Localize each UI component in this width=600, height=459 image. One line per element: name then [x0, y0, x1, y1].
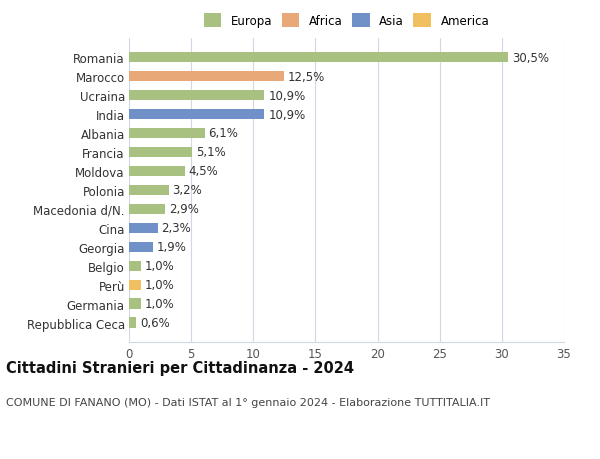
Bar: [129, 280, 142, 291]
Bar: [129, 110, 265, 120]
Text: 3,2%: 3,2%: [173, 184, 202, 197]
Text: 6,1%: 6,1%: [209, 127, 238, 140]
Bar: [129, 204, 165, 215]
Bar: [129, 53, 508, 63]
Bar: [129, 166, 185, 177]
Text: Cittadini Stranieri per Cittadinanza - 2024: Cittadini Stranieri per Cittadinanza - 2…: [6, 360, 354, 375]
Text: 10,9%: 10,9%: [268, 90, 305, 102]
Text: 2,3%: 2,3%: [161, 222, 191, 235]
Text: 1,9%: 1,9%: [157, 241, 186, 254]
Bar: [129, 129, 205, 139]
Bar: [129, 147, 193, 158]
Text: 10,9%: 10,9%: [268, 108, 305, 121]
Text: 2,9%: 2,9%: [169, 203, 199, 216]
Bar: [129, 242, 152, 252]
Text: 12,5%: 12,5%: [288, 70, 325, 84]
Text: 4,5%: 4,5%: [188, 165, 218, 178]
Text: 1,0%: 1,0%: [145, 260, 175, 273]
Bar: [129, 318, 136, 328]
Text: 5,1%: 5,1%: [196, 146, 226, 159]
Text: COMUNE DI FANANO (MO) - Dati ISTAT al 1° gennaio 2024 - Elaborazione TUTTITALIA.: COMUNE DI FANANO (MO) - Dati ISTAT al 1°…: [6, 397, 490, 407]
Bar: [129, 72, 284, 82]
Bar: [129, 299, 142, 309]
Text: 1,0%: 1,0%: [145, 297, 175, 311]
Text: 0,6%: 0,6%: [140, 317, 170, 330]
Text: 30,5%: 30,5%: [512, 51, 549, 64]
Bar: [129, 223, 158, 234]
Bar: [129, 261, 142, 271]
Legend: Europa, Africa, Asia, America: Europa, Africa, Asia, America: [201, 11, 492, 31]
Text: 1,0%: 1,0%: [145, 279, 175, 291]
Bar: [129, 90, 265, 101]
Bar: [129, 185, 169, 196]
